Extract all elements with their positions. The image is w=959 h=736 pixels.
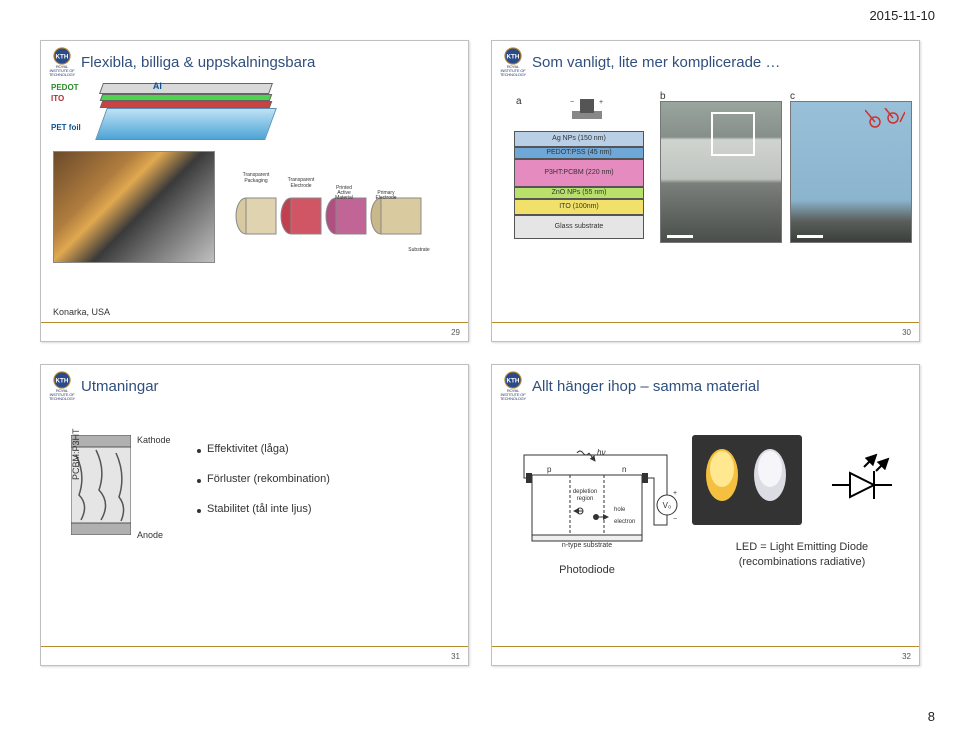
item-losses: Förluster (rekombination)	[207, 473, 330, 485]
svg-text:KTH: KTH	[507, 54, 520, 61]
konarka-label: Konarka, USA	[53, 307, 110, 317]
item-stability: Stabilitet (tål inte ljus)	[207, 503, 312, 515]
panel-a-label: a	[516, 96, 522, 107]
solar-cell-stack: Al	[101, 83, 271, 140]
svg-text:LED = Light Emitting Diode: LED = Light Emitting Diode	[736, 541, 868, 553]
kth-subtitle: ROYAL INSTITUTE OF TECHNOLOGY	[500, 65, 526, 77]
slide-title: Flexibla, billiga & uppskalningsbara	[81, 54, 315, 71]
svg-text:n: n	[622, 465, 626, 474]
svg-text:Photodiode: Photodiode	[559, 564, 615, 576]
kth-logo-icon: KTH ROYAL INSTITUTE OF TECHNOLOGY	[500, 47, 526, 77]
svg-text:electron: electron	[614, 519, 635, 525]
slide-grid: KTH ROYAL INSTITUTE OF TECHNOLOGY Flexib…	[40, 40, 920, 666]
svg-text:Substrate: Substrate	[408, 247, 430, 253]
roll-to-roll-diagram: Transparent Packaging Transparent Electr…	[231, 161, 441, 271]
bullet-icon	[197, 449, 201, 453]
photodiode-diagram: hν p n depletion region hole electron n-…	[522, 445, 662, 565]
svg-text:Electrode: Electrode	[290, 183, 311, 189]
svg-text:Electrode: Electrode	[375, 195, 396, 201]
slide-number: 31	[451, 652, 460, 661]
slide-30: KTH ROYAL INSTITUTE OF TECHNOLOGY Som va…	[491, 40, 920, 342]
footer-rule	[41, 322, 468, 323]
side-label-pcbm: PCBM:P3HT	[71, 428, 81, 480]
svg-text:p: p	[547, 465, 552, 474]
sem-image-c	[790, 101, 912, 243]
footer-rule	[492, 322, 919, 323]
item-efficiency: Effektivitet (låga)	[207, 443, 289, 455]
svg-text:depletion: depletion	[573, 489, 597, 495]
device-stack: Ag NPs (150 nm) PEDOT:PSS (45 nm) P3HT:P…	[514, 131, 644, 239]
slide-title: Utmaningar	[81, 378, 159, 395]
kth-subtitle: ROYAL INSTITUTE OF TECHNOLOGY	[49, 65, 75, 77]
side-label-anode: Anode	[137, 530, 163, 540]
slide-number: 30	[902, 328, 911, 337]
kth-subtitle: ROYAL INSTITUTE OF TECHNOLOGY	[500, 389, 526, 401]
svg-text:+: +	[599, 99, 603, 106]
footer-rule	[41, 646, 468, 647]
electrode-icon: + −	[552, 99, 622, 134]
svg-text:−: −	[570, 99, 574, 106]
slide-number: 32	[902, 652, 911, 661]
svg-text:V₀: V₀	[663, 501, 672, 510]
page-date: 2015-11-10	[869, 8, 935, 23]
kth-logo-icon: KTH ROYAL INSTITUTE OF TECHNOLOGY	[49, 47, 75, 77]
bullet-icon	[197, 479, 201, 483]
kth-logo-icon: KTH ROYAL INSTITUTE OF TECHNOLOGY	[500, 371, 526, 401]
slide-title: Som vanligt, lite mer komplicerade …	[532, 54, 780, 71]
sem-image-b	[660, 101, 782, 243]
slide-29: KTH ROYAL INSTITUTE OF TECHNOLOGY Flexib…	[40, 40, 469, 342]
slide-31: KTH ROYAL INSTITUTE OF TECHNOLOGY Utmani…	[40, 364, 469, 666]
svg-text:region: region	[577, 496, 594, 502]
slide-number: 29	[451, 328, 460, 337]
slide-title: Allt hänger ihop – samma material	[532, 378, 760, 395]
svg-text:KTH: KTH	[507, 378, 520, 385]
svg-text:(recombinations radiative): (recombinations radiative)	[739, 556, 866, 568]
svg-text:+: +	[673, 490, 677, 497]
page-number: 8	[928, 709, 935, 724]
kth-subtitle: ROYAL INSTITUTE OF TECHNOLOGY	[49, 389, 75, 401]
layer-labels: PEDOT ITO PET foil	[51, 83, 81, 134]
svg-text:hole: hole	[614, 507, 626, 513]
bullet-icon	[197, 509, 201, 513]
konarka-photo	[53, 151, 215, 263]
svg-text:KTH: KTH	[56, 378, 69, 385]
slide-32: KTH ROYAL INSTITUTE OF TECHNOLOGY Allt h…	[491, 364, 920, 666]
led-region: LED = Light Emitting Diode (recombinatio…	[692, 425, 912, 575]
svg-text:hν: hν	[597, 448, 605, 457]
kth-logo-icon: KTH ROYAL INSTITUTE OF TECHNOLOGY	[49, 371, 75, 401]
svg-text:Material: Material	[335, 195, 353, 201]
svg-text:Packaging: Packaging	[244, 178, 268, 184]
svg-text:−: −	[673, 516, 677, 523]
svg-text:n-type substrate: n-type substrate	[562, 542, 612, 549]
side-label-kathode: Kathode	[137, 435, 171, 445]
svg-text:KTH: KTH	[56, 54, 69, 61]
footer-rule	[492, 646, 919, 647]
